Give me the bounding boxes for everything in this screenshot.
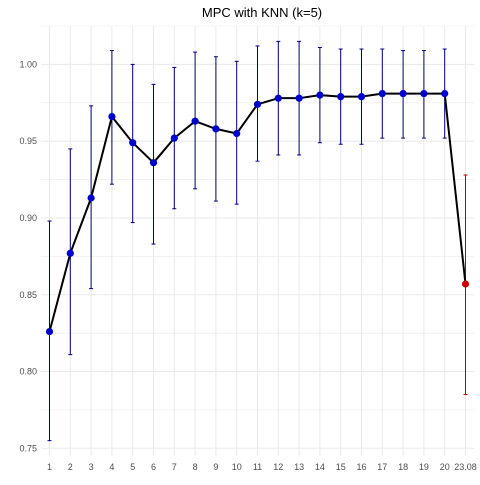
x-tick-label: 9 bbox=[213, 462, 218, 472]
x-tick-label: 18 bbox=[398, 462, 408, 472]
x-tick-label: 6 bbox=[151, 462, 156, 472]
x-tick-label: 5 bbox=[130, 462, 135, 472]
x-tick-label: 20 bbox=[440, 462, 450, 472]
x-tick-label: 14 bbox=[315, 462, 325, 472]
x-tick-label: 1 bbox=[47, 462, 52, 472]
data-point bbox=[108, 113, 116, 121]
y-tick-label: 0.80 bbox=[19, 367, 37, 377]
x-tick-label: 17 bbox=[377, 462, 387, 472]
data-point bbox=[233, 129, 241, 138]
data-point bbox=[461, 280, 470, 288]
data-point bbox=[316, 91, 324, 99]
x-tick-label: 16 bbox=[356, 462, 366, 472]
data-point bbox=[212, 125, 220, 133]
data-point bbox=[420, 89, 428, 98]
x-tick-label: 19 bbox=[419, 462, 429, 472]
data-point bbox=[399, 89, 407, 98]
y-tick-label: 1.00 bbox=[19, 59, 37, 69]
data-point bbox=[441, 89, 449, 98]
data-point bbox=[357, 93, 366, 101]
chart-title: MPC with KNN (k=5) bbox=[202, 5, 322, 20]
x-tick-label: 11 bbox=[253, 462, 262, 472]
data-point bbox=[170, 134, 178, 142]
data-points bbox=[45, 89, 470, 336]
y-axis-ticks: 0.75 0.80 0.85 0.90 0.95 1.00 bbox=[19, 59, 37, 453]
x-tick-label: 13 bbox=[294, 462, 304, 472]
x-tick-label: 4 bbox=[109, 462, 114, 472]
data-point bbox=[191, 117, 199, 125]
data-point bbox=[129, 139, 137, 147]
data-point bbox=[66, 249, 74, 257]
x-tick-label: 8 bbox=[193, 462, 198, 472]
data-point bbox=[253, 100, 262, 108]
x-tick-label: 7 bbox=[172, 462, 177, 472]
data-point bbox=[337, 93, 345, 101]
x-tick-label: 2 bbox=[68, 462, 73, 472]
data-point bbox=[295, 94, 303, 102]
data-point bbox=[378, 89, 386, 98]
data-point bbox=[45, 328, 54, 336]
x-tick-label: 15 bbox=[336, 462, 346, 472]
x-tick-label: 10 bbox=[232, 462, 242, 472]
data-point bbox=[87, 194, 95, 202]
x-tick-label: 12 bbox=[273, 462, 283, 472]
x-axis-ticks: 1 2 3 4 5 6 7 8 9 10 11 12 13 14 15 16 17 18 19 20 23.08 bbox=[47, 462, 477, 472]
x-tick-label: 23.08 bbox=[454, 462, 477, 472]
y-tick-label: 0.85 bbox=[19, 290, 37, 300]
data-point bbox=[149, 159, 158, 167]
data-point bbox=[274, 94, 282, 102]
y-tick-label: 0.75 bbox=[19, 443, 37, 453]
y-tick-label: 0.95 bbox=[19, 136, 37, 146]
y-tick-label: 0.90 bbox=[19, 213, 37, 223]
x-tick-label: 3 bbox=[89, 462, 94, 472]
